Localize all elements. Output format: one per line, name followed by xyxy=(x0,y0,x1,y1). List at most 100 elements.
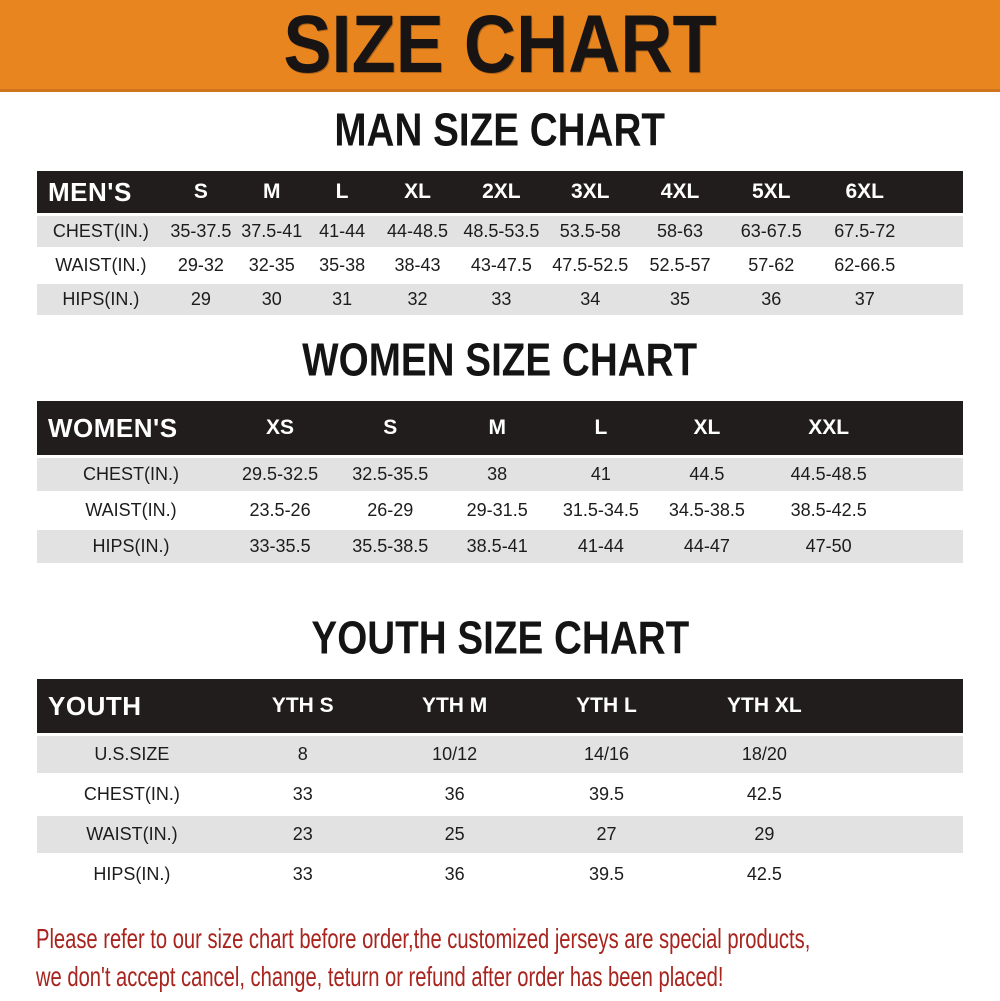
measurement-cell: 48.5-53.5 xyxy=(457,216,546,247)
women-row-waist-in: WAIST(IN.) 23.5-26 26-29 29-31.5 31.5-34.5 34… xyxy=(37,494,963,527)
youth-table-title-cell: YOUTH xyxy=(37,679,227,733)
measurement-cell: 35-37.5 xyxy=(164,216,237,247)
youth-row-u-s-size: U.S.SIZE 8 10/12 14/16 18/20 xyxy=(37,736,963,773)
women-size-column-header: XL xyxy=(652,401,762,455)
measurement-cell: 52.5-57 xyxy=(635,250,725,281)
spacer-cell xyxy=(911,284,963,315)
measurement-cell: 25 xyxy=(378,816,531,853)
youth-size-chart-heading-text: YOUTH SIZE CHART xyxy=(311,611,689,664)
spacer-cell xyxy=(911,171,963,213)
women-size-column-header: S xyxy=(335,401,446,455)
row-label: CHEST(IN.) xyxy=(37,216,165,247)
measurement-cell: 42.5 xyxy=(682,776,847,813)
men-row-chest-in: CHEST(IN.) 35-37.5 37.5-41 41-44 44-48.5 48.5… xyxy=(37,216,963,247)
spacer-cell xyxy=(846,736,963,773)
measurement-cell: 44.5 xyxy=(652,458,762,491)
men-size-column-header: 3XL xyxy=(545,171,636,213)
youth-size-table: YOUTH YTH S YTH M YTH L YTH XL U.S.SIZE 8 10/12… xyxy=(37,676,963,896)
spacer-cell xyxy=(846,816,963,853)
measurement-cell: 38-43 xyxy=(377,250,458,281)
men-size-column-header: 6XL xyxy=(817,171,912,213)
women-size-column-header: XS xyxy=(224,401,336,455)
spacer-cell xyxy=(896,458,963,491)
men-size-table: MEN'S S M L XL 2XL 3XL 4XL 5XL 6XL CHEST(IN.) 35-37… xyxy=(37,168,963,318)
measurement-cell: 41 xyxy=(549,458,653,491)
measurement-cell: 63-67.5 xyxy=(724,216,818,247)
row-label: CHEST(IN.) xyxy=(37,458,225,491)
disclaimer-line-1: Please refer to our size chart before or… xyxy=(36,920,1000,958)
row-label: U.S.SIZE xyxy=(37,736,227,773)
disclaimer-line-1-text: Please refer to our size chart before or… xyxy=(36,923,811,954)
women-row-hips-in: HIPS(IN.) 33-35.5 35.5-38.5 38.5-41 41-44 44-… xyxy=(37,530,963,563)
youth-size-chart-heading: YOUTH SIZE CHART xyxy=(0,611,1000,664)
measurement-cell: 44-48.5 xyxy=(377,216,458,247)
measurement-cell: 33 xyxy=(457,284,546,315)
man-size-chart-heading-text: MAN SIZE CHART xyxy=(334,103,666,156)
disclaimer: Please refer to our size chart before or… xyxy=(36,920,1000,996)
measurement-cell: 44-47 xyxy=(652,530,762,563)
measurement-cell: 38.5-41 xyxy=(445,530,550,563)
measurement-cell: 31 xyxy=(306,284,378,315)
spacer-cell xyxy=(896,401,963,455)
measurement-cell: 47-50 xyxy=(761,530,897,563)
spacer-cell xyxy=(846,856,963,893)
measurement-cell: 34 xyxy=(545,284,636,315)
man-size-chart-heading: MAN SIZE CHART xyxy=(0,103,1000,156)
women-size-table: WOMEN'S XS S M L XL XXL CHEST(IN.) 29.5-32.5 32.5… xyxy=(37,398,963,566)
size-chart-banner: SIZE CHART xyxy=(0,0,1000,92)
men-size-column-header: 4XL xyxy=(635,171,725,213)
measurement-cell: 35.5-38.5 xyxy=(335,530,446,563)
measurement-cell: 35-38 xyxy=(306,250,378,281)
measurement-cell: 29.5-32.5 xyxy=(224,458,336,491)
measurement-cell: 8 xyxy=(226,736,379,773)
measurement-cell: 33 xyxy=(226,856,379,893)
measurement-cell: 36 xyxy=(724,284,818,315)
women-row-chest-in: CHEST(IN.) 29.5-32.5 32.5-35.5 38 41 44.5 44.5… xyxy=(37,458,963,491)
men-table-title-cell: MEN'S xyxy=(37,171,165,213)
banner-title: SIZE CHART xyxy=(283,0,717,91)
men-size-column-header: S xyxy=(164,171,237,213)
measurement-cell: 26-29 xyxy=(335,494,446,527)
measurement-cell: 62-66.5 xyxy=(817,250,912,281)
measurement-cell: 39.5 xyxy=(530,776,683,813)
women-size-column-header: M xyxy=(445,401,550,455)
measurement-cell: 39.5 xyxy=(530,856,683,893)
measurement-cell: 44.5-48.5 xyxy=(761,458,897,491)
youth-size-column-header: YTH S xyxy=(226,679,379,733)
women-size-column-header: XXL xyxy=(761,401,897,455)
measurement-cell: 38.5-42.5 xyxy=(761,494,897,527)
youth-size-column-header: YTH M xyxy=(378,679,531,733)
men-size-column-header: L xyxy=(306,171,378,213)
women-size-chart-heading: WOMEN SIZE CHART xyxy=(0,335,1000,383)
measurement-cell: 29 xyxy=(164,284,237,315)
measurement-cell: 33 xyxy=(226,776,379,813)
men-row-waist-in: WAIST(IN.) 29-32 32-35 35-38 38-43 43-47.5 47.… xyxy=(37,250,963,281)
row-label: WAIST(IN.) xyxy=(37,250,165,281)
disclaimer-line-2: we don't accept cancel, change, teturn o… xyxy=(36,958,1000,996)
spacer-cell xyxy=(846,679,963,733)
measurement-cell: 67.5-72 xyxy=(817,216,912,247)
measurement-cell: 41-44 xyxy=(306,216,378,247)
men-size-column-header: XL xyxy=(377,171,458,213)
women-table-title-cell: WOMEN'S xyxy=(37,401,225,455)
measurement-cell: 30 xyxy=(237,284,307,315)
youth-row-waist-in: WAIST(IN.) 23 25 27 29 xyxy=(37,816,963,853)
measurement-cell: 29-31.5 xyxy=(445,494,550,527)
measurement-cell: 37.5-41 xyxy=(237,216,307,247)
youth-size-column-header: YTH L xyxy=(530,679,683,733)
measurement-cell: 18/20 xyxy=(682,736,847,773)
youth-table-header-row: YOUTH YTH S YTH M YTH L YTH XL xyxy=(37,679,963,733)
measurement-cell: 53.5-58 xyxy=(545,216,636,247)
measurement-cell: 10/12 xyxy=(378,736,531,773)
measurement-cell: 34.5-38.5 xyxy=(652,494,762,527)
measurement-cell: 32 xyxy=(377,284,458,315)
measurement-cell: 36 xyxy=(378,856,531,893)
row-label: HIPS(IN.) xyxy=(37,284,165,315)
measurement-cell: 35 xyxy=(635,284,725,315)
spacer-cell xyxy=(896,530,963,563)
youth-row-chest-in: CHEST(IN.) 33 36 39.5 42.5 xyxy=(37,776,963,813)
disclaimer-line-2-text: we don't accept cancel, change, teturn o… xyxy=(36,961,724,992)
spacer-cell xyxy=(911,250,963,281)
measurement-cell: 41-44 xyxy=(549,530,653,563)
row-label: WAIST(IN.) xyxy=(37,494,225,527)
